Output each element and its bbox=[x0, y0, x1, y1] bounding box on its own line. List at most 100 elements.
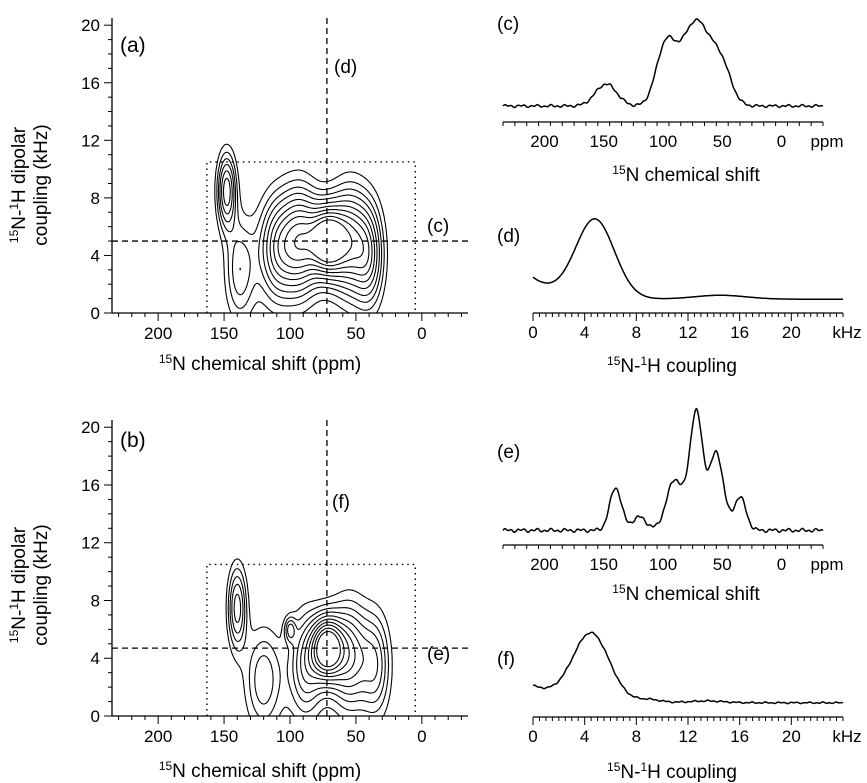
x-tick-label: 0 bbox=[528, 727, 537, 746]
x-tick-label: 0 bbox=[417, 324, 426, 343]
x-tick-label: 150 bbox=[210, 727, 238, 746]
contour-level bbox=[229, 575, 386, 705]
x-tick-label: 150 bbox=[590, 555, 618, 574]
y-tick-label: 16 bbox=[81, 476, 100, 495]
x-tick-label: 12 bbox=[679, 727, 698, 746]
y-tick-label: 8 bbox=[91, 591, 100, 610]
contour-level bbox=[284, 215, 364, 267]
contour-level bbox=[316, 630, 341, 668]
y-tick-label: 0 bbox=[91, 304, 100, 323]
contour-level bbox=[231, 583, 383, 695]
panel-b-xlabel: 15N chemical shift (ppm) bbox=[159, 759, 361, 782]
panel-a-cut-h-label: (c) bbox=[427, 216, 449, 237]
panel-e-plot-area: 200 150 100 50 0 ppm bbox=[502, 407, 844, 574]
x-tick-label: 50 bbox=[346, 324, 365, 343]
panel-b-ylabel: 15N-1H dipolar coupling (kHz) bbox=[7, 524, 52, 645]
x-tick-label: 50 bbox=[713, 555, 732, 574]
panel-c-label: (c) bbox=[497, 14, 519, 35]
x-tick-label: 50 bbox=[346, 727, 365, 746]
panel-e-label: (e) bbox=[497, 442, 520, 463]
x-tick-label: 100 bbox=[276, 324, 304, 343]
x-tick-label: 4 bbox=[580, 323, 589, 342]
y-tick-label: 20 bbox=[81, 16, 100, 35]
contour-level bbox=[214, 143, 389, 314]
x-tick-label: 4 bbox=[580, 727, 589, 746]
contour-level bbox=[294, 219, 353, 263]
x-tick-label: 200 bbox=[530, 555, 558, 574]
x-tick-label: 8 bbox=[632, 727, 641, 746]
x-tick-label: 20 bbox=[782, 323, 801, 342]
panel-f: 0 4 8 12 16 20 kHz (f) 15N-1H coupling bbox=[497, 631, 862, 783]
panel-c-xlabel: 15N chemical shift bbox=[612, 163, 760, 186]
x-tick-label: 150 bbox=[210, 324, 238, 343]
contour-level bbox=[216, 151, 385, 311]
panel-f-plot-area: 0 4 8 12 16 20 kHz bbox=[528, 631, 862, 746]
x-tick-label: 100 bbox=[276, 727, 304, 746]
contour-level bbox=[307, 621, 356, 678]
x-unit-label: kHz bbox=[832, 727, 861, 746]
x-tick-label: 0 bbox=[528, 323, 537, 342]
panel-e: 200 150 100 50 0 ppm (e) 15N chemical shift bbox=[497, 407, 844, 605]
x-tick-label: 100 bbox=[649, 132, 677, 151]
contour-level bbox=[227, 568, 390, 717]
y-tick-label: 12 bbox=[81, 131, 100, 150]
contour-level bbox=[219, 163, 380, 297]
panel-f-xlabel: 15N-1H coupling bbox=[607, 760, 737, 783]
panel-a-cut-v-label: (d) bbox=[334, 57, 357, 78]
contour-level bbox=[217, 158, 383, 303]
x-tick-label: 0 bbox=[777, 132, 786, 151]
y-tick-label: 16 bbox=[81, 74, 100, 93]
x-tick-label: 12 bbox=[679, 323, 698, 342]
contour-level bbox=[225, 558, 393, 717]
panel-c-plot-area: 200 150 100 50 0 ppm bbox=[502, 18, 844, 151]
contour-level bbox=[310, 624, 350, 675]
x-tick-label: 16 bbox=[730, 727, 749, 746]
svg-text:15N-1H dipolar: 15N-1H dipolar bbox=[7, 126, 30, 243]
x-tick-label: 0 bbox=[417, 727, 426, 746]
panel-d-label: (d) bbox=[497, 226, 520, 247]
selection-box bbox=[206, 563, 416, 716]
x-tick-label: 0 bbox=[777, 555, 786, 574]
x-unit-label: kHz bbox=[832, 323, 861, 342]
panel-b-label: (b) bbox=[120, 429, 146, 452]
panel-a-label: (a) bbox=[120, 34, 146, 57]
panel-a-ylabel: 15N-1H dipolar coupling (kHz) bbox=[7, 124, 52, 245]
svg-text:15N-1H dipolar: 15N-1H dipolar bbox=[7, 526, 30, 643]
panel-a-xlabel: 15N chemical shift (ppm) bbox=[159, 352, 361, 375]
x-tick-label: 200 bbox=[144, 324, 172, 343]
spectrum-line bbox=[502, 407, 824, 534]
x-tick-label: 16 bbox=[730, 323, 749, 342]
x-tick-label: 200 bbox=[530, 132, 558, 151]
panel-b-plot-area: 200 150 100 50 0 0 4 8 12 16 20 bbox=[81, 418, 468, 746]
contour-level bbox=[233, 593, 379, 688]
panel-d-xlabel: 15N-1H coupling bbox=[607, 354, 737, 377]
x-tick-label: 200 bbox=[144, 727, 172, 746]
spectrum-line bbox=[532, 218, 843, 300]
y-tick-label: 20 bbox=[81, 418, 100, 437]
svg-text:coupling (kHz): coupling (kHz) bbox=[31, 524, 52, 645]
selection-box bbox=[206, 161, 416, 313]
x-tick-label: 50 bbox=[713, 132, 732, 151]
x-tick-label: 20 bbox=[782, 727, 801, 746]
panel-e-xlabel: 15N chemical shift bbox=[612, 582, 760, 605]
x-tick-label: 100 bbox=[649, 555, 677, 574]
panel-b-cut-h-label: (e) bbox=[427, 644, 450, 665]
panel-b: 200 150 100 50 0 0 4 8 12 16 20 (b) (f) (e) 15N ch… bbox=[7, 418, 468, 782]
panel-a: 200 150 100 50 0 0 4 8 12 16 20 (a) (d) (c) 15N ch… bbox=[7, 16, 468, 375]
x-unit-label: ppm bbox=[810, 555, 843, 574]
svg-text:coupling (kHz): coupling (kHz) bbox=[31, 124, 52, 245]
x-tick-label: 8 bbox=[632, 323, 641, 342]
contour-level bbox=[304, 618, 364, 681]
y-tick-label: 0 bbox=[91, 707, 100, 726]
y-tick-label: 4 bbox=[91, 649, 100, 668]
panel-d-plot-area: 0 4 8 12 16 20 kHz bbox=[528, 218, 862, 342]
contour-level bbox=[313, 627, 345, 671]
y-tick-label: 4 bbox=[91, 246, 100, 265]
spectrum-line bbox=[502, 18, 824, 109]
x-tick-label: 150 bbox=[590, 132, 618, 151]
spectrum-line bbox=[532, 631, 844, 705]
contour-level bbox=[222, 177, 376, 283]
panel-c: 200 150 100 50 0 ppm (c) 15N chemical shift bbox=[497, 14, 844, 186]
panel-d: 0 4 8 12 16 20 kHz (d) 15N-1H coupling bbox=[497, 218, 862, 377]
